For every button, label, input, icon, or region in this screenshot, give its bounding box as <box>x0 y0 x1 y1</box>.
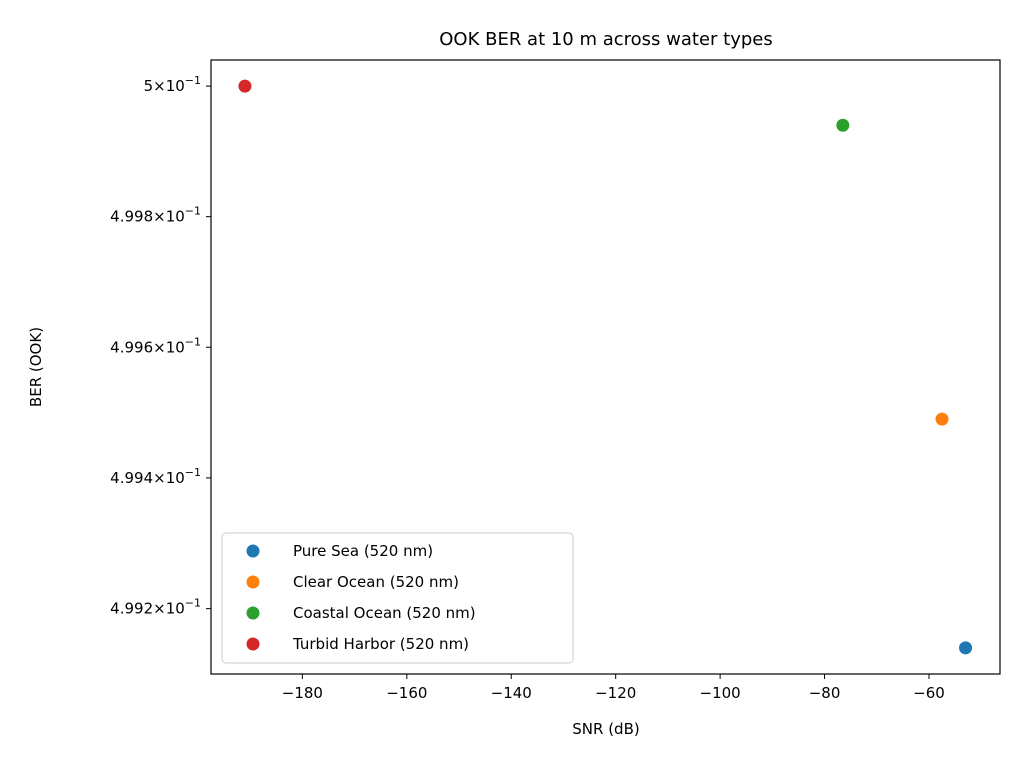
y-tick-base: ×10 <box>153 600 185 618</box>
y-axis: 5×10−14.998×10−14.996×10−14.994×10−14.99… <box>110 74 211 618</box>
legend-label: Clear Ocean (520 nm) <box>293 573 459 591</box>
legend-marker <box>246 637 260 651</box>
x-tick-label: −60 <box>913 684 945 702</box>
y-tick-label: 5×10−1 <box>144 74 201 95</box>
x-tick-label: −160 <box>386 684 427 702</box>
x-axis: −180 −160 −140 −120 −100 −80 −60 <box>282 674 945 702</box>
y-tick-label: 4.996×10−1 <box>110 335 201 356</box>
y-tick-mantissa: 4.998 <box>110 208 153 226</box>
x-tick-label: −80 <box>809 684 841 702</box>
y-tick-base: ×10 <box>153 208 185 226</box>
chart-title: OOK BER at 10 m across water types <box>439 29 773 50</box>
data-point <box>238 79 252 93</box>
y-tick-base: ×10 <box>153 469 185 487</box>
y-tick-exponent: −1 <box>185 74 201 87</box>
y-tick-exponent: −1 <box>185 466 201 479</box>
data-points <box>238 79 973 655</box>
plot-area <box>210 59 1001 675</box>
data-point <box>935 412 949 426</box>
x-tick-label: −100 <box>700 684 741 702</box>
y-axis-label: BER (OOK) <box>27 327 45 407</box>
y-tick-base: ×10 <box>153 77 185 95</box>
legend-label: Turbid Harbor (520 nm) <box>292 635 469 653</box>
y-tick-mantissa: 5 <box>144 77 154 95</box>
x-axis-label: SNR (dB) <box>572 720 639 738</box>
x-tick-label: −140 <box>491 684 532 702</box>
y-tick-mantissa: 4.992 <box>110 600 153 618</box>
legend-frame <box>221 532 574 664</box>
legend-label: Pure Sea (520 nm) <box>293 542 433 560</box>
y-tick-exponent: −1 <box>185 597 201 610</box>
legend: Pure Sea (520 nm) Clear Ocean (520 nm) Coa… <box>221 532 574 664</box>
data-point <box>959 641 973 655</box>
y-tick-base: ×10 <box>153 338 185 356</box>
y-tick-mantissa: 4.994 <box>110 469 153 487</box>
legend-label: Coastal Ocean (520 nm) <box>293 604 476 622</box>
legend-marker <box>246 544 260 558</box>
y-tick-mantissa: 4.996 <box>110 338 153 356</box>
legend-marker <box>246 575 260 589</box>
x-tick-label: −120 <box>595 684 636 702</box>
y-tick-label: 4.998×10−1 <box>110 205 201 226</box>
y-tick-label: 4.994×10−1 <box>110 466 201 487</box>
y-tick-exponent: −1 <box>185 205 201 218</box>
y-tick-label: 4.992×10−1 <box>110 597 201 618</box>
data-point <box>836 118 850 132</box>
legend-marker <box>246 606 260 620</box>
x-tick-label: −180 <box>282 684 323 702</box>
y-tick-exponent: −1 <box>185 335 201 348</box>
